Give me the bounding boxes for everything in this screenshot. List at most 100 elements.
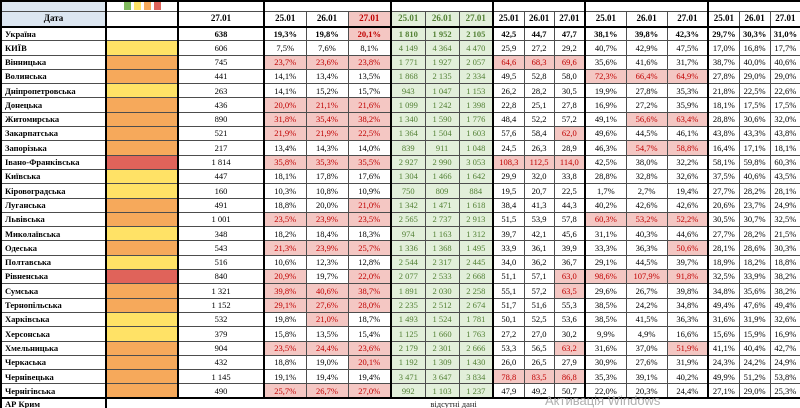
value-cell: 1 304 xyxy=(390,168,426,185)
value-cell: 57,2 xyxy=(553,111,586,128)
value-cell: 31,1% xyxy=(584,226,627,242)
color-swatch-cell xyxy=(105,126,179,142)
value-cell: 28,2% xyxy=(738,226,771,242)
value-cell: 1 125 xyxy=(390,326,426,342)
value-cell: 23,7% xyxy=(738,197,771,213)
value-cell: 42,3% xyxy=(666,25,709,42)
value-cell: 19,5 xyxy=(492,183,525,199)
totals-row: Україна 638 19,3% 19,8% 20,1% 1 810 1 952 2 105… xyxy=(0,25,800,42)
region-row: Харківська 532 19,8% 21,0% 18,7% 1 493 1 524 1 … xyxy=(0,311,800,328)
region-name-cell: Рівненська xyxy=(0,269,107,285)
value-cell: 53,2% xyxy=(625,211,668,228)
cropped-header-row xyxy=(0,1,800,12)
value-cell: 4 470 xyxy=(458,40,494,56)
value-cell: 21,5% xyxy=(769,226,800,242)
value-cell: 51,7 xyxy=(492,297,525,313)
value-cell: 10,8% xyxy=(305,183,349,199)
value-cell: 18,1% xyxy=(263,168,307,185)
value-cell: 1 495 xyxy=(458,240,494,256)
color-legend xyxy=(108,2,177,11)
value-cell: 91,8% xyxy=(666,269,709,285)
value-cell: 30,6% xyxy=(738,111,771,128)
value-cell: 58,8% xyxy=(666,140,709,156)
value-cell: 606 xyxy=(177,40,265,56)
value-cell: 17,7% xyxy=(769,40,800,56)
value-cell: 14,1% xyxy=(263,68,307,85)
value-cell: 28,9 xyxy=(553,140,586,156)
value-cell: 31,8% xyxy=(263,111,307,128)
value-cell: 78,8 xyxy=(492,369,525,385)
activate-windows-watermark: Активація Windows xyxy=(545,393,661,408)
region-row: Вінницька 745 23,7% 23,6% 23,8% 1 771 1 927 2 0… xyxy=(0,54,800,70)
value-cell: 53,3 xyxy=(492,340,525,356)
value-cell: 1 099 xyxy=(390,97,426,113)
value-cell: 12,3% xyxy=(305,254,349,271)
value-cell: 2 544 xyxy=(390,254,426,271)
value-cell: 516 xyxy=(177,254,265,271)
value-cell: 15,8% xyxy=(263,326,307,342)
value-cell: 42,7% xyxy=(769,340,800,356)
value-cell: 29,2 xyxy=(553,40,586,56)
value-cell: 15,9% xyxy=(738,326,771,342)
value-cell: 2 990 xyxy=(424,154,460,170)
value-cell: 49,9% xyxy=(707,369,740,385)
value-cell: 4 149 xyxy=(390,40,426,56)
value-cell: 39,9 xyxy=(553,240,586,256)
value-cell: 41,6% xyxy=(625,54,668,70)
value-cell: 38,2% xyxy=(769,283,800,299)
value-cell: 27,0 xyxy=(523,326,555,342)
value-cell: 21,3% xyxy=(263,240,307,256)
value-cell: 30,3% xyxy=(738,25,771,42)
region-row: Івано-Франківська 1 814 35,8% 35,3% 35,5% 2 9… xyxy=(0,154,800,170)
region-name-cell: АР Крим xyxy=(0,397,107,408)
date-header-cell: 27.01 xyxy=(347,11,392,28)
value-cell: 13,4% xyxy=(263,140,307,156)
value-cell: 29,9 xyxy=(492,168,525,185)
value-cell: 50,6% xyxy=(666,240,709,256)
value-cell: 19,3% xyxy=(263,25,307,42)
value-cell: 22,8 xyxy=(492,97,525,113)
value-cell: 28,8% xyxy=(707,111,740,128)
value-cell: 2 057 xyxy=(458,54,494,70)
value-cell: 30,5% xyxy=(707,211,740,228)
value-cell: 20,0% xyxy=(263,97,307,113)
value-cell: 40,2% xyxy=(666,369,709,385)
region-name-cell: Харківська xyxy=(0,311,107,328)
region-row: Черкаська 432 18,8% 19,0% 20,1% 1 192 1 309 1 4… xyxy=(0,354,800,371)
value-cell: 51,6 xyxy=(523,297,555,313)
region-row: Дніпропетровська 263 14,1% 15,2% 15,7% 943 1 0… xyxy=(0,83,800,99)
value-cell: 19,9% xyxy=(584,83,627,99)
legend-swatch xyxy=(143,2,151,10)
value-cell: 27,8 xyxy=(553,97,586,113)
value-cell: 18,1% xyxy=(707,97,740,113)
value-cell: 30,3% xyxy=(769,240,800,256)
cropped-corner-cell xyxy=(0,1,107,12)
footer-row: АР Крим відсутні дані xyxy=(0,397,800,408)
value-cell: 436 xyxy=(177,97,265,113)
value-cell: 30,5 xyxy=(553,83,586,99)
date-header-cell: 25.01 xyxy=(584,11,627,28)
color-swatch-cell xyxy=(105,54,179,70)
value-cell: 37,0% xyxy=(625,340,668,356)
value-cell: 1 321 xyxy=(177,283,265,299)
value-cell: 40,3% xyxy=(625,226,668,242)
value-cell: 7,5% xyxy=(263,40,307,56)
value-cell: 1 466 xyxy=(424,168,460,185)
region-row: Херсонська 379 15,8% 13,5% 15,4% 1 125 1 660 1 … xyxy=(0,326,800,342)
value-cell: 2 179 xyxy=(390,340,426,356)
value-cell: 809 xyxy=(424,183,460,199)
value-cell: 40,4% xyxy=(738,340,771,356)
value-cell: 16,9% xyxy=(584,97,627,113)
value-cell: 29,0% xyxy=(769,68,800,85)
value-cell: 890 xyxy=(177,111,265,128)
value-cell: 35,6% xyxy=(584,54,627,70)
region-name-cell: Житомирська xyxy=(0,111,107,128)
region-row: Волинська 441 14,1% 13,4% 13,5% 1 868 2 135 2 3… xyxy=(0,68,800,85)
value-cell: 21,1% xyxy=(305,97,349,113)
value-cell: 42,5 xyxy=(492,25,525,42)
value-cell: 25,9 xyxy=(492,40,525,56)
value-cell: 57,1 xyxy=(523,269,555,285)
value-cell: 974 xyxy=(390,226,426,242)
value-cell: 44,5% xyxy=(625,254,668,271)
value-cell: 1 336 xyxy=(390,240,426,256)
